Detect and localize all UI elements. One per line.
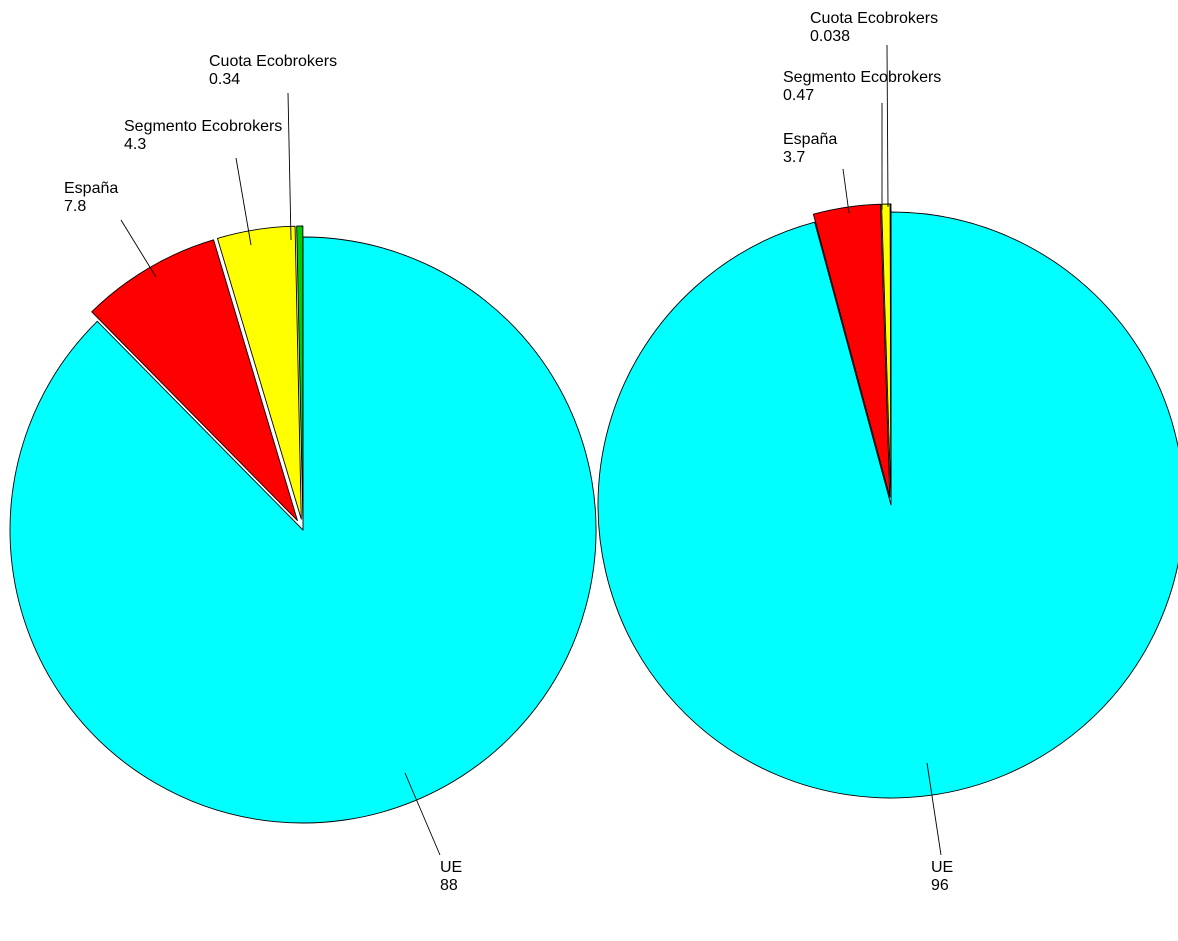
- pie0-value-segmento-ecobrokers: 4.3: [124, 136, 146, 153]
- pie1-value-ue: 96: [931, 877, 949, 894]
- pie1-label-ue: UE: [931, 859, 953, 876]
- pie1-leader-cuota-ecobrokers: [886, 44, 889, 208]
- pie0-label-cuota-ecobrokers: Cuota Ecobrokers: [209, 53, 337, 70]
- pie1-slice-ue: [597, 211, 1178, 799]
- pie0-value-ue: 88: [440, 877, 458, 894]
- pie0-label-ue: UE: [440, 859, 462, 876]
- pie0-leader-ue: [404, 772, 441, 856]
- pie1-leader-ue: [926, 762, 942, 856]
- pie1-value-cuota-ecobrokers: 0.038: [810, 28, 850, 45]
- pie1-slice-cuota-ecobrokers: [889, 203, 892, 498]
- pie0-value-espana: 7.8: [64, 198, 86, 215]
- pie0-label-segmento-ecobrokers: Segmento Ecobrokers: [124, 118, 282, 135]
- pie0-leader-espana: [120, 219, 157, 278]
- pie1-label-cuota-ecobrokers: Cuota Ecobrokers: [810, 10, 938, 27]
- pie0-leader-cuota-ecobrokers: [287, 92, 292, 241]
- pie0-leader-segmento-ecobrokers: [235, 157, 252, 246]
- pie0-slice-espana: [91, 239, 298, 521]
- pie1-label-espana: España: [783, 131, 837, 148]
- pie1-value-segmento-ecobrokers: 0.47: [783, 87, 814, 104]
- pie0-slice-cuota-ecobrokers: [296, 225, 304, 520]
- pie1-value-espana: 3.7: [783, 149, 805, 166]
- pie1-label-segmento-ecobrokers: Segmento Ecobrokers: [783, 69, 941, 86]
- pie0-label-espana: España: [64, 180, 118, 197]
- pie0-slice-segmento-ecobrokers: [216, 225, 302, 520]
- pie0-value-cuota-ecobrokers: 0.34: [209, 71, 240, 88]
- pie0-slice-ue: [9, 236, 597, 824]
- pie1-leader-espana: [842, 168, 850, 214]
- pie1-slice-espana: [812, 203, 891, 498]
